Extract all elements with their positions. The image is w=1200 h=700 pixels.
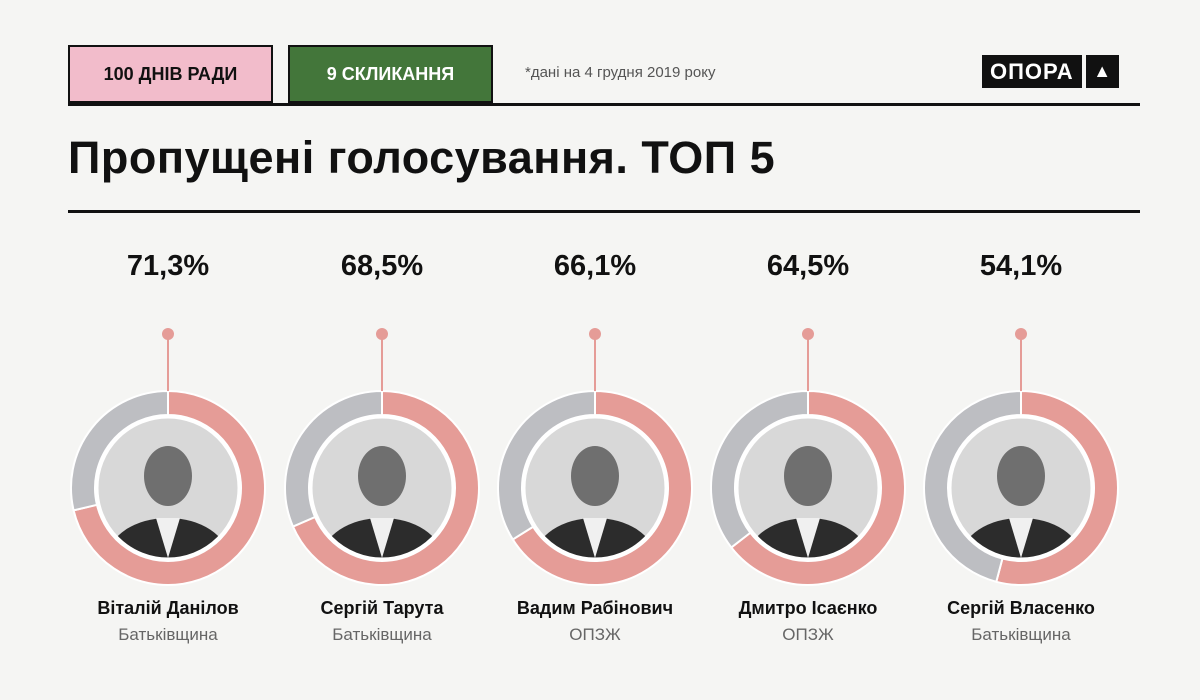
missed-arc (72, 389, 266, 586)
missed-percent: 66,1% (553, 250, 637, 282)
donut-chart (70, 328, 266, 586)
deputy-party: Батьківщина (118, 625, 218, 644)
deputy-card: 66,1% Вадим Рабінович ОПЗЖ (485, 250, 705, 644)
missed-percent: 54,1% (979, 250, 1063, 282)
pointer-dot (162, 328, 174, 340)
deputy-photo (95, 415, 241, 561)
missed-percent: 64,5% (766, 250, 850, 282)
deputy-party: ОПЗЖ (782, 625, 834, 644)
deputy-photo (522, 415, 668, 561)
missed-arc (995, 389, 1119, 586)
donut-chart (923, 328, 1119, 586)
deputy-card: 68,5% Сергій Тарута Батьківщина (272, 250, 492, 644)
header-divider (68, 103, 1140, 106)
deputy-card: 64,5% Дмитро Ісаєнко ОПЗЖ (698, 250, 918, 644)
deputy-party: ОПЗЖ (569, 625, 621, 644)
attended-arc (710, 389, 809, 549)
tag-convocation: 9 СКЛИКАННЯ (288, 45, 493, 103)
deputy-card: 54,1% Сергій Власенко Батьківщина (911, 250, 1131, 644)
missed-arc (511, 389, 693, 586)
missed-arc (729, 389, 906, 586)
deputy-name: Сергій Власенко (947, 598, 1095, 618)
deputy-photo (948, 415, 1094, 561)
attended-arc (284, 389, 383, 528)
opora-logo: ОПОРА ▲ (982, 55, 1119, 88)
pointer-dot (589, 328, 601, 340)
logo-text: ОПОРА (982, 55, 1082, 88)
missed-arc (291, 389, 480, 586)
deputy-card: 71,3% Віталій Данілов Батьківщина (58, 250, 278, 644)
pointer-dot (376, 328, 388, 340)
attended-arc (497, 389, 596, 541)
deputy-party: Батьківщина (971, 625, 1071, 644)
pointer-dot (1015, 328, 1027, 340)
missed-percent: 71,3% (126, 250, 210, 282)
deputy-name: Дмитро Ісаєнко (738, 598, 878, 618)
triangle-up-icon: ▲ (1085, 55, 1119, 88)
missed-percent: 68,5% (340, 250, 424, 282)
deputy-photo (735, 415, 881, 561)
data-date-note: *дані на 4 грудня 2019 року (525, 64, 716, 81)
deputy-name: Сергій Тарута (320, 598, 444, 618)
attended-arc (70, 389, 169, 512)
tag-100-days: 100 ДНІВ РАДИ (68, 45, 273, 103)
donut-chart (284, 328, 480, 586)
deputy-photo (309, 415, 455, 561)
donut-chart (497, 328, 693, 586)
attended-arc (923, 389, 1022, 584)
deputy-name: Вадим Рабінович (516, 598, 674, 618)
deputy-party: Батьківщина (332, 625, 432, 644)
page-title: Пропущені голосування. ТОП 5 (68, 132, 776, 183)
title-divider (68, 210, 1140, 213)
donut-chart (710, 328, 906, 586)
pointer-dot (802, 328, 814, 340)
deputy-name: Віталій Данілов (97, 598, 239, 618)
